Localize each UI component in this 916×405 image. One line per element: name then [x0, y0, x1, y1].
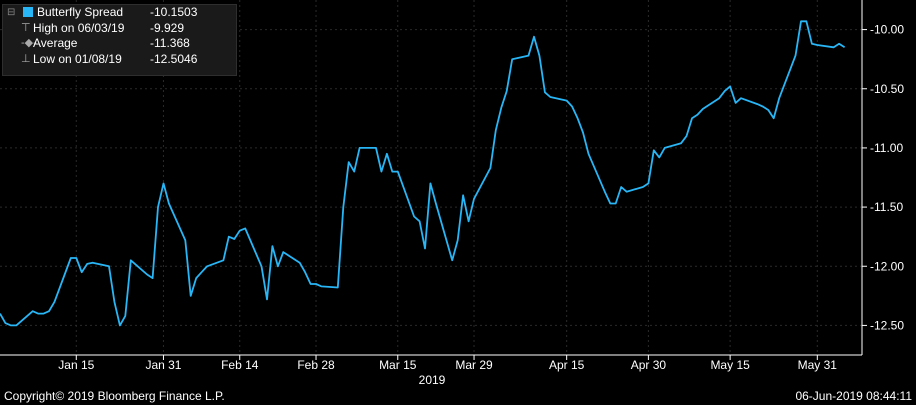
- legend-low-value: -12.5046: [150, 51, 198, 66]
- x-tick-label: Feb 14: [221, 358, 259, 372]
- y-tick-label: -12.50: [870, 318, 904, 332]
- collapse-icon[interactable]: ⊟: [7, 7, 16, 18]
- axes: [0, 0, 863, 356]
- x-tick-label: Jan 31: [145, 358, 181, 372]
- legend-box: ⊟ Butterfly Spread -10.1503 ⊤ High on 06…: [2, 4, 237, 76]
- copyright-text: Copyright© 2019 Bloomberg Finance L.P.: [4, 389, 225, 403]
- y-tick-label: -11.50: [870, 200, 903, 214]
- y-tick-label: -12.00: [870, 259, 904, 273]
- high-marker-icon: ⊤: [21, 21, 31, 34]
- x-tick-label: Apr 15: [549, 358, 585, 372]
- x-tick-labels: Jan 15 Jan 31 Feb 14 Feb 28 Mar 15 Mar 29 Apr …: [58, 355, 837, 372]
- grid: [0, 0, 862, 355]
- y-tick-label: -10.50: [870, 82, 904, 96]
- x-tick-label: Mar 15: [379, 358, 417, 372]
- y-tick-label: -11.00: [870, 141, 903, 155]
- legend-row-average: -◆- Average -11.368: [3, 36, 236, 52]
- series-swatch: [23, 7, 33, 17]
- x-tick-label: Feb 28: [297, 358, 335, 372]
- y-tick-label: -10.00: [870, 23, 904, 37]
- x-tick-label: Apr 30: [631, 358, 667, 372]
- timestamp-text: 06-Jun-2019 08:44:11: [795, 389, 912, 403]
- legend-series-value: -10.1503: [150, 5, 198, 19]
- series-layer: [0, 20, 846, 327]
- x-tick-label: May 31: [798, 358, 838, 372]
- legend-high-label: High on 06/03/19: [33, 20, 125, 35]
- low-marker-icon: ⊥: [21, 52, 31, 65]
- x-tick-label: Jan 15: [58, 358, 94, 372]
- legend-row-series: ⊟ Butterfly Spread -10.1503: [3, 5, 236, 21]
- series-line-butterfly-spread: [0, 20, 846, 327]
- legend-average-value: -11.368: [150, 36, 190, 50]
- legend-row-low: ⊥ Low on 01/08/19 -12.5046: [3, 52, 236, 68]
- legend-high-value: -9.929: [150, 20, 185, 35]
- x-axis-label: 2019: [419, 373, 446, 387]
- average-marker-icon: -◆-: [21, 37, 37, 49]
- legend-average-label: Average: [33, 36, 78, 50]
- x-tick-label: May 15: [710, 358, 750, 372]
- legend-low-label: Low on 01/08/19: [33, 51, 122, 66]
- y-tick-labels: -10.00 -10.50 -11.00 -11.50 -12.00 -12.50: [862, 23, 904, 332]
- legend-row-high: ⊤ High on 06/03/19 -9.929: [3, 21, 236, 37]
- legend-series-label: Butterfly Spread: [37, 5, 124, 19]
- x-tick-label: Mar 29: [455, 358, 493, 372]
